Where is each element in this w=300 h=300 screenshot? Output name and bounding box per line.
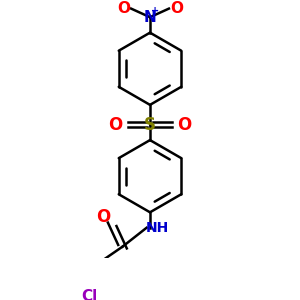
Text: NH: NH: [145, 221, 169, 235]
Text: +: +: [151, 6, 159, 16]
Text: O: O: [97, 208, 111, 226]
Text: S: S: [144, 116, 156, 134]
Text: O: O: [170, 1, 183, 16]
Text: O: O: [117, 1, 130, 16]
Text: O: O: [177, 116, 191, 134]
Text: Cl: Cl: [82, 289, 98, 300]
Text: N: N: [144, 10, 156, 25]
Text: O: O: [109, 116, 123, 134]
